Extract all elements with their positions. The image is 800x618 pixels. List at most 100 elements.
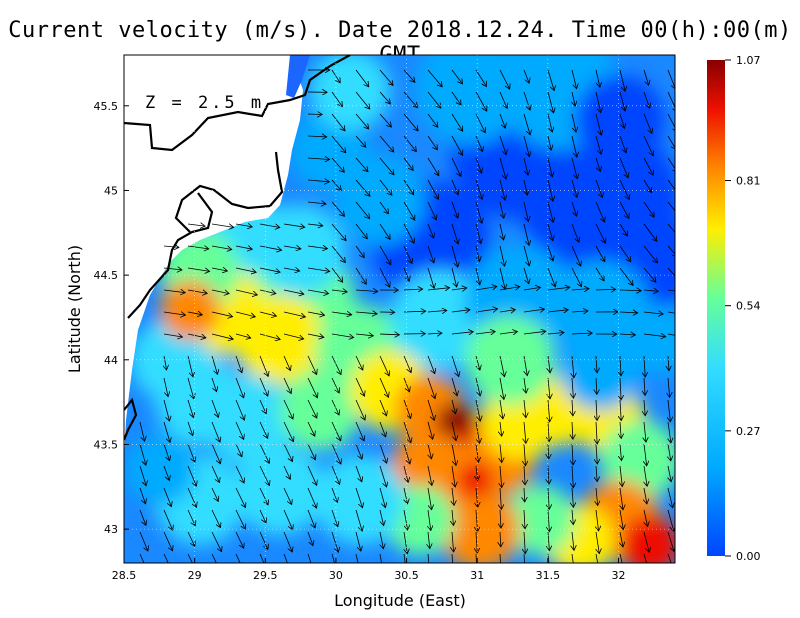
current-arrow	[476, 245, 480, 262]
current-arrow	[620, 421, 621, 439]
current-arrow	[355, 487, 363, 508]
current-arrow	[163, 465, 169, 481]
current-arrow	[476, 443, 479, 462]
current-arrow	[451, 421, 456, 441]
current-arrow	[427, 267, 434, 288]
current-arrow	[548, 487, 549, 509]
current-arrow	[403, 421, 411, 443]
current-arrow	[307, 443, 315, 460]
x-tick-label: 29	[188, 569, 202, 582]
current-arrow	[524, 443, 526, 466]
current-arrow	[283, 224, 305, 227]
depth-label: Z = 2.5 m	[145, 93, 264, 113]
current-arrow	[572, 465, 573, 488]
x-axis-label: Longitude (East)	[334, 591, 466, 610]
current-arrow	[307, 531, 313, 546]
current-arrow	[187, 531, 195, 546]
current-arrow	[427, 157, 439, 176]
current-arrow	[619, 223, 628, 236]
current-arrow	[355, 334, 373, 336]
current-arrow	[163, 399, 170, 421]
current-arrow	[427, 377, 435, 399]
current-arrow	[235, 246, 252, 249]
current-arrow	[643, 312, 663, 314]
current-arrow	[428, 443, 432, 459]
current-arrow	[307, 334, 324, 337]
current-arrow	[307, 136, 327, 137]
current-arrow	[307, 289, 329, 294]
current-arrow	[451, 157, 461, 176]
current-arrow	[668, 443, 671, 461]
current-arrow	[667, 91, 675, 112]
velocity-blob	[620, 515, 675, 563]
y-tick-label: 45	[104, 184, 118, 197]
current-arrow	[331, 290, 347, 292]
current-arrow	[475, 267, 480, 285]
current-arrow	[187, 246, 209, 249]
current-arrow	[211, 333, 233, 339]
current-arrow	[379, 179, 392, 195]
current-arrow	[259, 421, 268, 438]
current-arrow	[643, 334, 666, 337]
current-arrow	[499, 113, 505, 128]
current-arrow	[403, 179, 414, 195]
current-arrow	[499, 245, 505, 266]
current-arrow	[499, 135, 506, 155]
current-arrow	[331, 157, 344, 172]
current-arrow	[307, 421, 315, 436]
current-arrow	[667, 333, 675, 336]
current-arrow	[427, 487, 432, 510]
current-arrow	[523, 553, 526, 563]
current-arrow	[572, 487, 573, 507]
current-arrow	[499, 69, 510, 89]
current-arrow	[379, 223, 390, 239]
current-arrow	[139, 443, 146, 465]
current-arrow	[619, 91, 625, 111]
current-arrow	[403, 509, 408, 530]
current-arrow	[451, 377, 457, 396]
colorbar-tick-label: 0.00	[736, 550, 761, 563]
current-arrow	[307, 180, 329, 182]
current-arrow	[331, 421, 341, 441]
current-arrow	[211, 289, 229, 294]
current-arrow	[163, 421, 170, 442]
current-arrow	[259, 245, 282, 250]
current-arrow	[644, 465, 647, 486]
current-arrow	[235, 289, 257, 295]
current-arrow	[259, 333, 280, 339]
current-arrow	[355, 157, 368, 172]
current-arrow	[596, 509, 599, 531]
current-arrow	[524, 465, 525, 485]
current-arrow	[259, 465, 270, 486]
current-arrow	[643, 157, 653, 175]
current-arrow	[403, 201, 415, 220]
current-arrow	[547, 91, 554, 113]
current-arrow	[427, 399, 434, 420]
current-arrow	[619, 334, 635, 335]
current-arrow	[547, 287, 570, 290]
current-arrow	[379, 487, 385, 508]
current-arrow	[307, 355, 317, 375]
current-arrow	[235, 509, 245, 529]
current-arrow	[475, 287, 497, 291]
current-arrow	[307, 158, 330, 160]
current-arrow	[163, 531, 173, 551]
current-arrow	[259, 290, 276, 294]
current-arrow	[211, 399, 218, 417]
current-arrow	[187, 333, 206, 338]
current-arrow	[355, 245, 364, 258]
current-arrow	[451, 332, 473, 334]
current-arrow	[500, 421, 502, 436]
current-arrow	[283, 268, 300, 271]
current-arrow	[283, 487, 292, 505]
current-arrow	[427, 179, 438, 199]
current-arrow	[283, 289, 304, 294]
y-tick-label: 45.5	[94, 100, 119, 113]
current-arrow	[524, 509, 525, 529]
current-arrow	[403, 399, 411, 419]
x-tick-label: 30	[329, 569, 343, 582]
current-arrow	[403, 245, 412, 263]
velocity-blob	[560, 330, 640, 410]
current-arrow	[475, 135, 483, 152]
